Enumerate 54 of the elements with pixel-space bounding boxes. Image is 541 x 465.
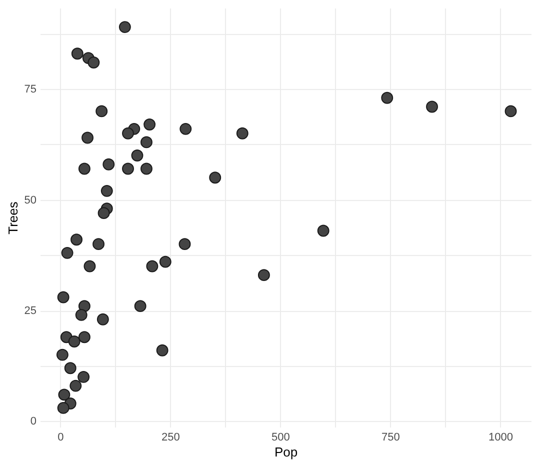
x-tick-label: 750 [382,432,400,444]
y-tick-label: 75 [24,84,36,96]
point [75,308,88,321]
y-tick-label: 0 [30,416,36,428]
point [159,256,172,268]
point [426,100,438,113]
x-axis-title: Pop [274,444,298,460]
point [70,380,82,392]
x-tick-label: 250 [162,432,180,444]
point [88,56,100,68]
point [64,362,76,374]
point [78,370,90,383]
point [56,348,68,361]
point [317,224,330,237]
point [144,118,156,130]
x-tick-label: 500 [272,432,290,444]
point [178,238,191,250]
point [61,246,74,259]
point [258,269,270,282]
point [92,238,104,250]
y-tick-label: 50 [24,194,36,206]
point [381,92,394,104]
point [96,105,108,118]
point [70,234,82,246]
point [134,300,146,312]
point [102,158,115,170]
point [180,122,192,135]
point [57,402,70,414]
point [209,172,222,184]
point [100,184,113,197]
point [140,136,152,148]
point [68,336,80,348]
point [82,132,94,144]
y-tick-label: 25 [24,305,36,318]
point [98,207,110,220]
point [504,105,517,118]
point [122,127,134,140]
point [71,48,84,60]
point [140,162,152,175]
point [131,150,144,162]
point [118,21,131,34]
point [57,291,70,304]
point [84,260,96,272]
point [78,331,90,344]
point [156,344,168,356]
point [146,260,158,272]
point [58,388,70,401]
y-axis-title: Trees [5,201,20,234]
point [96,313,109,326]
point [78,162,90,175]
x-tick-label: 1000 [488,432,513,444]
point [236,127,248,140]
point [122,162,134,175]
x-tick-label: 0 [58,432,64,444]
